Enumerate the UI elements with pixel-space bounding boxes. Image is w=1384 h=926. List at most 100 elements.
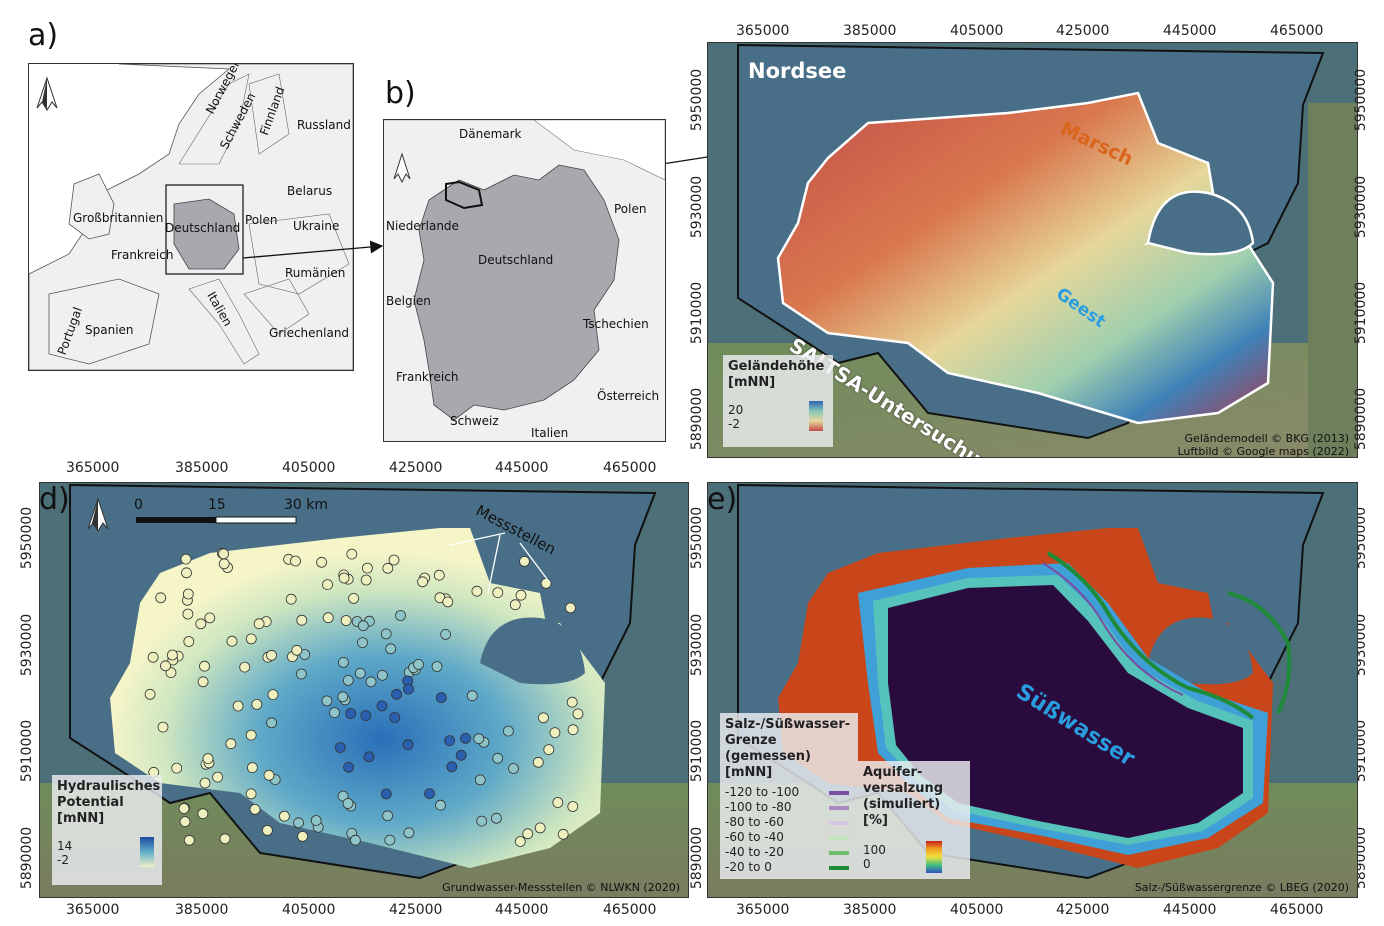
y-tick: 5890000 bbox=[19, 826, 36, 890]
well-marker bbox=[380, 628, 392, 640]
x-tick: 365000 bbox=[66, 902, 120, 918]
x-tick: 445000 bbox=[495, 902, 549, 918]
well-marker bbox=[403, 683, 414, 695]
well-marker bbox=[566, 696, 578, 708]
well-marker bbox=[442, 596, 454, 608]
boundary-legend: Salz-/Süßwasser- Grenze (gemessen) [mNN]… bbox=[720, 713, 858, 879]
well-marker bbox=[342, 674, 354, 686]
well-marker bbox=[380, 788, 392, 800]
legend-colorbar bbox=[140, 837, 154, 867]
well-marker bbox=[514, 836, 526, 847]
well-marker bbox=[349, 834, 361, 846]
y-tick: 5910000 bbox=[19, 719, 36, 783]
well-marker bbox=[157, 721, 169, 733]
country-label: Spanien bbox=[85, 323, 134, 337]
boundary-legend-swatch bbox=[829, 806, 849, 810]
boundary-legend-label: -120 to -100 bbox=[725, 785, 800, 799]
legend-colorbar bbox=[809, 401, 823, 431]
y-tick: 5910000 bbox=[689, 719, 706, 783]
legend-min: -2 bbox=[57, 853, 69, 867]
legend-min: -2 bbox=[728, 417, 740, 431]
well-marker bbox=[391, 688, 403, 700]
well-marker bbox=[342, 798, 354, 809]
well-marker bbox=[246, 762, 258, 774]
y-tick: 5890000 bbox=[689, 387, 706, 451]
well-marker bbox=[340, 615, 352, 626]
well-marker bbox=[266, 649, 277, 661]
well-marker bbox=[382, 810, 394, 822]
well-marker bbox=[212, 771, 224, 783]
well-marker bbox=[297, 830, 309, 842]
well-marker bbox=[295, 668, 307, 680]
legend-title: Aquifer- versalzung (simuliert) [%] bbox=[863, 765, 944, 828]
well-marker bbox=[180, 553, 192, 565]
well-marker bbox=[354, 667, 366, 679]
country-label: Österreich bbox=[597, 389, 660, 403]
boundary-legend-items: -120 to -100 -100 to -80 -80 to -60 -60 to … bbox=[725, 785, 853, 875]
y-tick: 5950000 bbox=[1353, 68, 1370, 132]
well-marker bbox=[552, 797, 564, 808]
panel-d-map: 0 15 30 km Messstellen Hydraulisches Pot… bbox=[39, 482, 689, 898]
elevation-legend: Geländehöhe [mNN] 20 -2 bbox=[723, 355, 833, 447]
well-marker bbox=[361, 562, 373, 574]
well-marker bbox=[446, 761, 458, 773]
hydraulic-legend: Hydraulisches Potential [mNN] 14 -2 bbox=[52, 775, 162, 885]
well-marker bbox=[384, 834, 396, 846]
well-marker bbox=[543, 744, 555, 756]
boundary-legend-swatch bbox=[829, 836, 849, 840]
country-label: Griechenland bbox=[269, 326, 350, 340]
well-marker bbox=[476, 815, 488, 827]
well-marker bbox=[321, 695, 333, 707]
well-marker bbox=[471, 585, 483, 597]
boundary-legend-swatch bbox=[829, 866, 849, 870]
well-marker bbox=[519, 556, 530, 567]
country-label: Großbritannien bbox=[73, 211, 164, 225]
x-tick: 465000 bbox=[603, 902, 657, 918]
country-label: Ukraine bbox=[293, 219, 340, 233]
panel-a-map: Norwegen Schweden Finnland Russland Groß… bbox=[28, 63, 354, 371]
well-marker bbox=[291, 644, 303, 656]
country-label: Italien bbox=[531, 426, 569, 440]
well-marker bbox=[144, 688, 156, 700]
well-marker bbox=[565, 602, 576, 614]
well-marker bbox=[567, 724, 579, 736]
well-marker bbox=[197, 808, 209, 820]
wells-group bbox=[144, 547, 584, 847]
panel-a-label: a) bbox=[28, 18, 59, 53]
well-marker bbox=[363, 751, 375, 763]
boundary-legend-label: -80 to -60 bbox=[725, 815, 784, 829]
well-marker bbox=[263, 769, 275, 781]
x-tick: 405000 bbox=[282, 460, 336, 476]
country-label: Schweiz bbox=[450, 414, 499, 428]
legend-title: Salz-/Süßwasser- Grenze (gemessen) [mNN] bbox=[725, 717, 851, 780]
well-marker bbox=[183, 834, 195, 846]
scale-30: 30 km bbox=[284, 497, 329, 513]
well-marker bbox=[195, 618, 207, 630]
x-tick: 405000 bbox=[282, 902, 336, 918]
scale-15: 15 bbox=[208, 497, 226, 513]
well-marker bbox=[199, 777, 211, 789]
well-marker bbox=[261, 824, 273, 836]
x-tick: 385000 bbox=[175, 460, 229, 476]
country-label: Belgien bbox=[386, 294, 431, 308]
well-marker bbox=[225, 738, 237, 750]
country-label: Tschechien bbox=[583, 317, 649, 331]
country-label: Belarus bbox=[287, 184, 333, 198]
well-marker bbox=[417, 576, 429, 588]
well-marker bbox=[537, 712, 549, 724]
well-marker bbox=[266, 717, 278, 729]
panel-e-map: Süßwasser Salz-/Süßwasser- Grenze (gemes… bbox=[707, 482, 1358, 898]
well-marker bbox=[147, 651, 159, 663]
well-marker bbox=[204, 612, 216, 624]
well-marker bbox=[360, 574, 372, 586]
well-marker bbox=[155, 592, 167, 604]
country-label: Polen bbox=[245, 213, 278, 227]
well-marker bbox=[179, 816, 191, 828]
x-tick: 465000 bbox=[1270, 23, 1324, 39]
panel-b-label: b) bbox=[385, 76, 416, 111]
panel-d-label: d) bbox=[39, 482, 70, 517]
well-marker bbox=[267, 689, 279, 701]
well-marker bbox=[219, 833, 231, 845]
well-marker bbox=[343, 761, 355, 773]
boundary-legend-item: -100 to -80 bbox=[725, 800, 853, 815]
